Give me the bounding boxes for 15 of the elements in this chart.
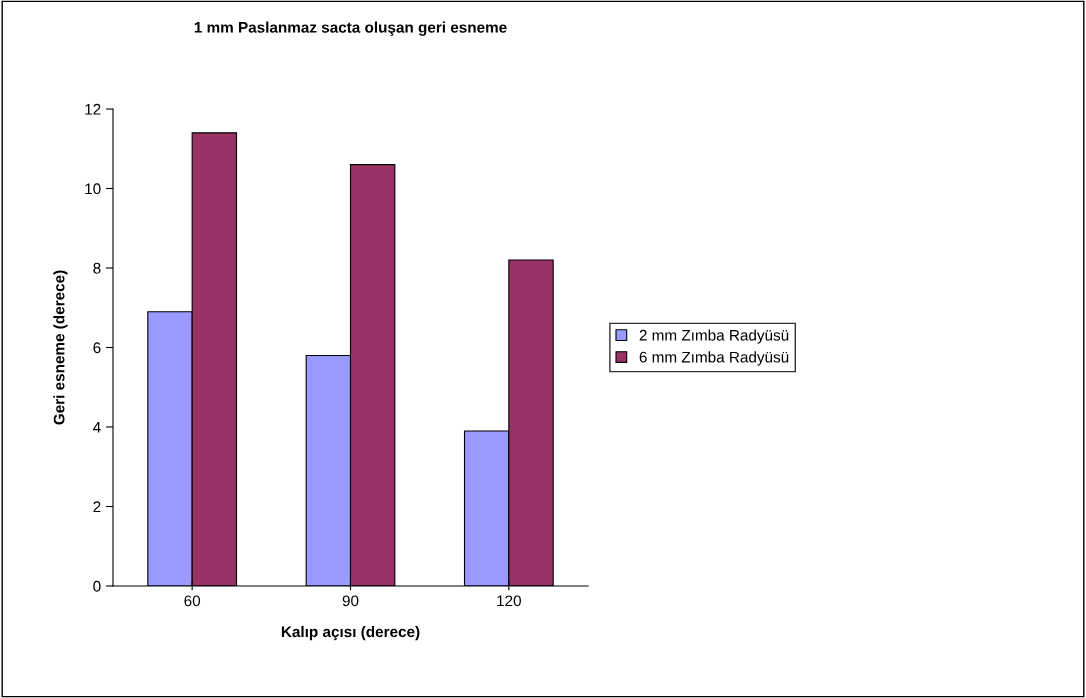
y-tick-label: 8 xyxy=(93,262,101,274)
y-tick-label: 6 xyxy=(93,342,101,354)
y-tick-label: 2 xyxy=(93,501,101,513)
legend-label: 2 mm Zımba Radyüsü xyxy=(639,329,789,344)
y-axis-title: Geri esneme (derece) xyxy=(53,270,68,425)
y-tick-label: 10 xyxy=(85,183,101,195)
legend-label: 6 mm Zımba Radyüsü xyxy=(639,351,789,366)
x-axis-title: Kalıp açısı (derece) xyxy=(281,625,420,641)
chart-title: 1 mm Paslanmaz sacta oluşan geri esneme xyxy=(194,21,507,36)
x-tick-label: 90 xyxy=(342,595,359,607)
y-tick-label: 0 xyxy=(93,580,101,592)
x-tick-label: 120 xyxy=(497,595,521,607)
y-tick-label: 4 xyxy=(93,422,101,433)
x-tick-label: 60 xyxy=(184,595,201,607)
y-tick-label: 12 xyxy=(85,103,101,115)
